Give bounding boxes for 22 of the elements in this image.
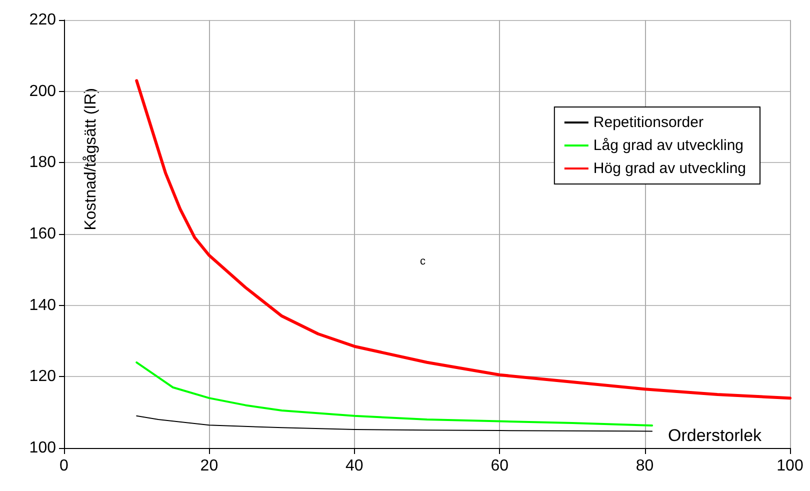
x-tick-label: 0 [60, 458, 69, 474]
legend-label: Hög grad av utveckling [593, 160, 746, 177]
y-tick-label: 220 [29, 12, 56, 28]
y-tick-label: 140 [29, 296, 56, 314]
y-tick-label: 100 [29, 440, 56, 456]
annotation: c [420, 256, 426, 268]
y-tick-label: 160 [29, 226, 56, 242]
y-tick-label: 120 [29, 368, 56, 386]
x-axis-title: Orderstorlek [668, 426, 762, 445]
x-tick-label: 80 [636, 458, 654, 474]
line-series [136, 415, 653, 432]
line-series [136, 361, 654, 427]
legend-label: Låg grad av utveckling [593, 137, 744, 154]
y-axis-title: Kostnad/tågsätt (IR) [82, 88, 100, 230]
x-tick-label: 100 [776, 458, 804, 474]
x-tick-label: 40 [346, 458, 364, 474]
legend-label: Repetitionsorder [593, 114, 704, 131]
line-series [135, 79, 792, 400]
x-tick-label: 20 [200, 458, 218, 474]
y-tick-label: 200 [29, 82, 56, 100]
x-tick-label: 60 [490, 458, 509, 474]
y-tick-label: 180 [29, 154, 56, 172]
